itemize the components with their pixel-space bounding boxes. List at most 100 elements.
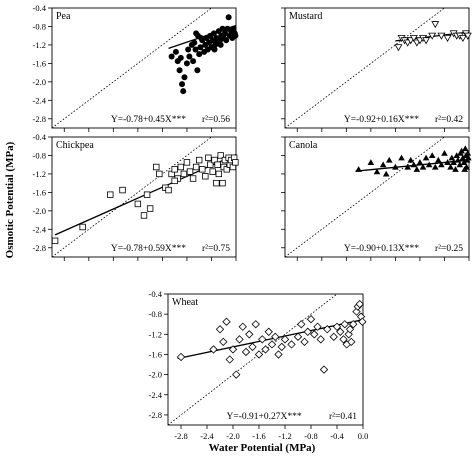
x-tick-label: -2.8 <box>174 431 187 441</box>
data-point <box>207 161 214 168</box>
data-point <box>398 154 405 161</box>
data-point <box>183 60 190 67</box>
r-squared-label: r²=0.25 <box>435 244 463 254</box>
data-point <box>438 161 445 168</box>
data-point <box>181 74 188 81</box>
data-point <box>463 32 472 40</box>
data-point <box>277 342 286 352</box>
data-point <box>392 163 399 170</box>
y-tick-label: -0.4 <box>149 289 163 299</box>
plot-frame <box>284 136 470 258</box>
y-axis-title: Osmotic Potential (MPa) <box>4 141 16 258</box>
y-tick-label: -2.0 <box>33 77 46 87</box>
data-point <box>241 347 251 357</box>
regression-equation: Y=-0.78+0.45X*** <box>111 115 186 125</box>
data-point <box>195 156 203 164</box>
data-point <box>459 154 467 161</box>
data-point <box>355 299 364 309</box>
data-point <box>134 200 142 208</box>
data-point <box>461 166 469 172</box>
panel-title: Wheat <box>172 297 198 308</box>
data-point <box>410 161 418 168</box>
y-tick-label: -2.0 <box>149 370 162 380</box>
data-point <box>171 177 178 185</box>
panel-title: Pea <box>56 11 71 22</box>
data-point <box>168 53 175 60</box>
data-point <box>215 170 223 178</box>
data-point <box>258 335 267 344</box>
data-point <box>180 170 188 178</box>
data-point <box>214 161 221 168</box>
data-point <box>143 191 151 198</box>
data-point <box>235 335 244 344</box>
data-point <box>156 170 163 178</box>
y-tick-label: -2.8 <box>33 114 46 124</box>
data-point <box>367 159 375 165</box>
data-point <box>419 163 427 170</box>
data-point <box>456 161 464 168</box>
data-point <box>382 170 390 177</box>
data-point <box>336 327 345 336</box>
y-tick-label: -0.4 <box>33 3 47 13</box>
y-tick-label: -1.6 <box>149 349 162 359</box>
data-point <box>394 44 403 52</box>
data-point <box>194 32 201 39</box>
data-point <box>196 51 203 58</box>
data-point <box>453 152 461 159</box>
y-tick-label: -1.6 <box>33 58 46 68</box>
x-tick-label: 0.0 <box>358 431 369 441</box>
plot-frame <box>284 7 470 129</box>
data-point <box>165 186 172 194</box>
data-point <box>210 30 217 37</box>
data-point <box>443 35 452 43</box>
y-tick-label: -1.2 <box>33 169 46 179</box>
data-point <box>447 163 454 170</box>
plot-frame <box>167 293 364 426</box>
data-point <box>349 320 358 329</box>
data-point <box>186 168 194 175</box>
data-point <box>209 345 218 354</box>
data-point <box>293 332 303 341</box>
data-point <box>261 345 270 354</box>
x-tick-label: -0.4 <box>330 431 344 441</box>
data-point <box>358 317 367 326</box>
one-to-one-line <box>52 8 213 128</box>
data-point <box>441 149 448 156</box>
y-tick-label: -0.8 <box>33 150 46 160</box>
data-point <box>185 46 192 53</box>
data-point <box>267 340 277 349</box>
data-point <box>219 337 228 347</box>
data-point <box>435 156 442 163</box>
data-point <box>192 163 200 171</box>
y-tick-label: -1.2 <box>149 329 162 339</box>
r-squared-label: r²=0.41 <box>329 412 357 422</box>
data-point <box>232 370 241 379</box>
data-point <box>171 166 178 173</box>
data-point <box>450 159 457 165</box>
data-point <box>146 205 154 212</box>
data-point <box>428 152 436 159</box>
data-point <box>107 191 114 198</box>
data-point <box>189 175 197 182</box>
data-point <box>437 32 446 40</box>
data-point <box>316 335 325 344</box>
data-point <box>179 81 186 88</box>
data-point <box>180 88 187 95</box>
data-point <box>194 67 201 74</box>
data-point <box>264 327 273 336</box>
x-tick-label: -0.8 <box>304 431 317 441</box>
data-point <box>297 320 306 329</box>
regression-equation: Y=-0.91+0.27X*** <box>227 412 302 422</box>
data-point <box>199 166 206 173</box>
data-point <box>339 335 348 344</box>
data-point <box>462 145 469 152</box>
data-point <box>444 159 451 165</box>
y-tick-label: -2.8 <box>149 410 162 420</box>
one-to-one-line <box>285 137 446 257</box>
one-to-one-line <box>285 8 446 128</box>
data-point <box>228 345 238 354</box>
data-point <box>254 350 264 359</box>
data-point <box>409 35 418 43</box>
data-point <box>191 39 198 46</box>
data-point <box>385 156 393 163</box>
